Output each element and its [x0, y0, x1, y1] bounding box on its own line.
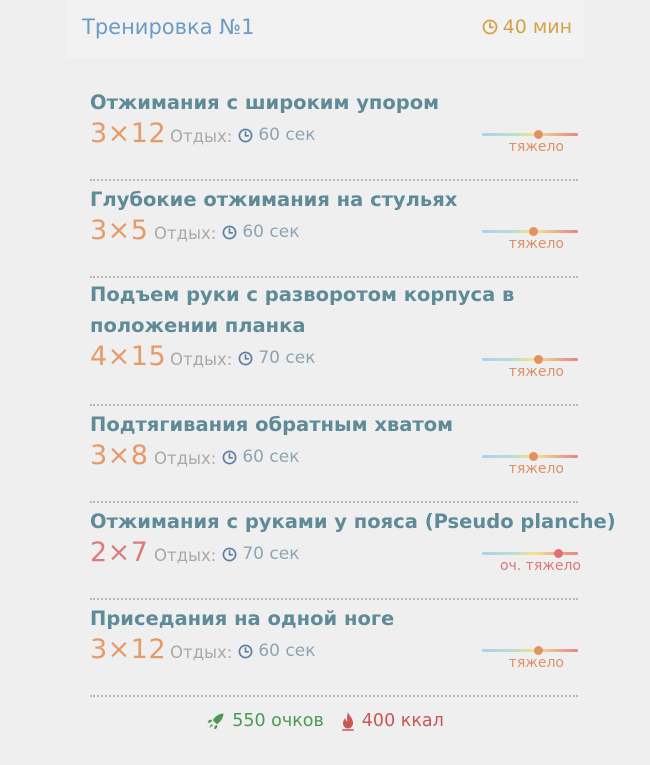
sets-reps: 3×12 [90, 634, 167, 665]
difficulty-indicator: тяжело [482, 639, 578, 671]
rest-label: Отдых: [154, 224, 217, 243]
difficulty-label: тяжело [508, 139, 564, 155]
difficulty-indicator: тяжело [482, 445, 578, 477]
exercise-name: Приседания на одной ноге [90, 607, 395, 630]
kcal-text: 400 ккал [361, 711, 444, 731]
difficulty-marker [534, 355, 543, 364]
workout-header: Тренировка №1 40 мин [66, 0, 584, 58]
sets-reps: 3×5 [90, 215, 149, 246]
exercise-item[interactable]: Приседания на одной ноге 3×12 Отдых: 60 … [90, 600, 578, 697]
workout-duration: 40 мин [482, 16, 572, 38]
exercise-name: Подтягивания обратным хватом [90, 413, 454, 436]
rest-time: 70 сек [238, 348, 315, 368]
difficulty-scale [482, 649, 578, 652]
exercise-details: 4×15 Отдых: 70 сек [90, 341, 578, 377]
rest-label: Отдых: [154, 449, 217, 468]
sets-reps: 3×12 [90, 118, 167, 149]
difficulty-marker [534, 646, 543, 655]
rest-label: Отдых: [170, 643, 233, 662]
sets-reps: 4×15 [90, 341, 167, 372]
clock-icon [238, 644, 253, 659]
sets-reps: 2×7 [90, 537, 149, 568]
difficulty-label: оч. тяжело [499, 558, 581, 574]
exercise-item[interactable]: Глубокие отжимания на стульях 3×5 Отдых:… [90, 181, 578, 278]
rest-label: Отдых: [170, 127, 233, 146]
difficulty-label: тяжело [508, 236, 564, 252]
exercise-name: Отжимания с широким упором [90, 91, 440, 114]
clock-icon [222, 450, 237, 465]
rest-time: 60 сек [222, 222, 299, 242]
duration-text: 40 мин [502, 16, 572, 38]
exercise-details: 2×7 Отдых: 70 сек [90, 537, 578, 573]
clock-icon [222, 547, 237, 562]
exercise-name: Подъем руки с разворотом корпуса в полож… [90, 283, 515, 337]
rest-time: 70 сек [222, 544, 299, 564]
difficulty-scale [482, 552, 578, 555]
difficulty-label: тяжело [508, 655, 564, 671]
kcal-stat: 400 ккал [340, 711, 444, 731]
exercise-item[interactable]: Подтягивания обратным хватом 3×8 Отдых: … [90, 406, 578, 503]
workout-title: Тренировка №1 [82, 15, 255, 39]
workout-summary: 550 очков 400 ккал [0, 711, 650, 731]
rest-time: 60 сек [238, 125, 315, 145]
difficulty-marker [529, 227, 538, 236]
exercise-details: 3×12 Отдых: 60 сек [90, 118, 578, 154]
difficulty-label: тяжело [508, 461, 564, 477]
flame-icon [341, 712, 354, 731]
clock-icon [238, 351, 253, 366]
rest-time: 60 сек [238, 641, 315, 661]
difficulty-marker [554, 549, 563, 558]
difficulty-label: тяжело [508, 364, 564, 380]
exercise-name: Отжимания с руками у пояса (Pseudo planc… [90, 510, 616, 533]
difficulty-marker [534, 130, 543, 139]
exercise-item[interactable]: Отжимания с руками у пояса (Pseudo planc… [90, 503, 616, 600]
exercise-name: Глубокие отжимания на стульях [90, 188, 458, 211]
difficulty-scale [482, 133, 578, 136]
points-text: 550 очков [232, 711, 324, 731]
exercise-list: Отжимания с широким упором 3×12 Отдых: 6… [90, 84, 616, 697]
points-stat: 550 очков [206, 711, 324, 731]
rocket-icon [207, 713, 224, 730]
exercise-item[interactable]: Отжимания с широким упором 3×12 Отдых: 6… [90, 84, 578, 181]
difficulty-indicator: тяжело [482, 220, 578, 252]
clock-icon [238, 128, 253, 143]
sets-reps: 3×8 [90, 440, 149, 471]
exercise-item[interactable]: Подъем руки с разворотом корпуса в полож… [90, 278, 578, 406]
difficulty-indicator: оч. тяжело [482, 542, 581, 574]
difficulty-marker [529, 452, 538, 461]
exercise-details: 3×8 Отдых: 60 сек [90, 440, 578, 476]
clock-icon [482, 19, 498, 35]
rest-time: 60 сек [222, 447, 299, 467]
rest-label: Отдых: [154, 546, 217, 565]
difficulty-indicator: тяжело [482, 123, 578, 155]
rest-label: Отдых: [170, 350, 233, 369]
difficulty-scale [482, 358, 578, 361]
exercise-details: 3×12 Отдых: 60 сек [90, 634, 578, 670]
clock-icon [222, 225, 237, 240]
difficulty-indicator: тяжело [482, 348, 578, 380]
exercise-details: 3×5 Отдых: 60 сек [90, 215, 578, 251]
